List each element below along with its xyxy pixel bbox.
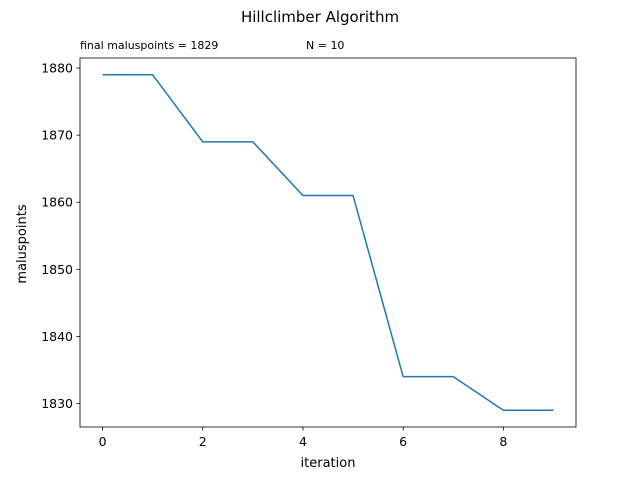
y-tick-label: 1850 xyxy=(41,262,73,277)
final-maluspoints-annotation: final maluspoints = 1829 xyxy=(80,39,218,52)
y-tick-label: 1830 xyxy=(41,396,73,411)
y-axis-label: maluspoints xyxy=(15,204,30,283)
plot-frame xyxy=(79,57,577,428)
x-tick-label: 0 xyxy=(99,434,107,449)
chart-title: Hillclimber Algorithm xyxy=(241,8,399,26)
y-tick-label: 1870 xyxy=(41,128,73,143)
x-tick-label: 2 xyxy=(199,434,207,449)
x-tick-label: 4 xyxy=(299,434,307,449)
n-annotation: N = 10 xyxy=(306,39,344,52)
y-tick-label: 1860 xyxy=(41,195,73,210)
x-tick-label: 8 xyxy=(499,434,507,449)
y-tick-label: 1880 xyxy=(41,61,73,76)
plot-area xyxy=(102,74,554,411)
y-tick-label: 1840 xyxy=(41,329,73,344)
x-axis-label: iteration xyxy=(301,456,356,471)
series-line-0 xyxy=(102,74,554,411)
axes: 0 2 4 6 8 1830 1840 1850 1860 1870 1880 xyxy=(41,57,577,449)
x-tick-label: 6 xyxy=(399,434,407,449)
